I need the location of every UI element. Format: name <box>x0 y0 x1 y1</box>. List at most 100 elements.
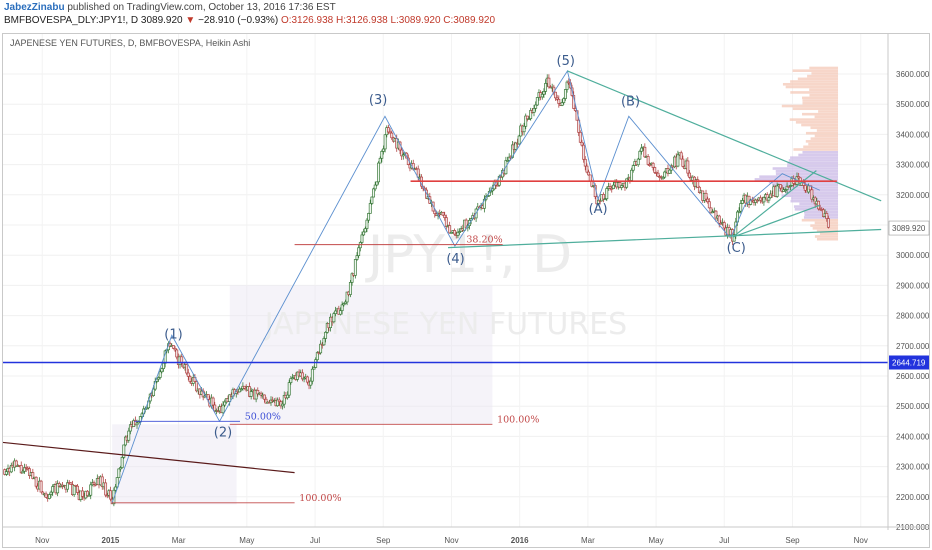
volume-profile-bar <box>808 142 839 146</box>
volume-profile-bar <box>814 235 839 238</box>
candle-body <box>367 213 371 221</box>
candle-body <box>221 404 225 414</box>
candle-body <box>444 217 448 227</box>
candle-body <box>696 179 700 188</box>
volume-profile-bar <box>794 208 839 211</box>
x-tick-label: Jul <box>719 536 729 545</box>
x-tick-label: Sep <box>376 536 391 545</box>
candle-body <box>115 477 119 488</box>
candle-body <box>175 349 179 358</box>
candle-body <box>739 203 743 212</box>
candle-body <box>643 146 647 158</box>
candle-body <box>597 199 600 205</box>
candle-body <box>620 185 624 188</box>
candle-body <box>305 376 309 383</box>
author-link[interactable]: JabezZinabu <box>4 2 65 13</box>
candle-body <box>514 142 518 150</box>
candle-body <box>507 156 511 161</box>
candle-body <box>625 178 629 188</box>
candle-body <box>362 231 366 236</box>
candle-body <box>39 480 43 493</box>
wave-label: (3) <box>369 93 387 108</box>
candle-body <box>31 472 35 479</box>
volume-profile-bar <box>803 216 839 219</box>
candle-body <box>583 158 587 167</box>
candle-body <box>119 467 122 470</box>
candle-body <box>168 343 172 347</box>
candle-body <box>456 231 460 236</box>
candle-body <box>535 97 539 106</box>
candle-body <box>618 182 622 188</box>
candle-body <box>72 484 76 496</box>
fib-level-label: 100.00% <box>299 493 341 504</box>
volume-profile-bar <box>818 110 839 113</box>
volume-profile-bar <box>781 104 839 108</box>
candle-body <box>355 255 359 260</box>
candle-body <box>737 210 741 213</box>
candle-body <box>722 222 726 229</box>
volume-profile-bar <box>789 118 839 121</box>
y-tick-label: 2500.000 <box>896 402 930 411</box>
volume-profile-bar <box>793 148 839 151</box>
elliott-wave-line <box>111 69 730 503</box>
candle-body <box>547 77 551 88</box>
candle-body <box>522 125 526 133</box>
x-tick-label: 2016 <box>511 536 529 545</box>
volume-profile-bar <box>814 115 839 119</box>
candle-body <box>433 210 437 215</box>
candle-body <box>74 484 78 487</box>
candle-body <box>89 484 93 496</box>
x-tick-label: Nov <box>854 536 868 545</box>
candle-body <box>707 201 711 209</box>
candle-body <box>648 164 652 166</box>
candle-body <box>324 331 328 339</box>
candle-body <box>388 131 392 134</box>
candle-body <box>138 416 142 423</box>
candle-body <box>264 398 268 404</box>
y-tick-label: 2900.000 <box>896 281 930 290</box>
candle-body <box>104 482 108 496</box>
volume-profile-bar <box>810 224 839 227</box>
candle-body <box>279 401 283 407</box>
trend-line-upper-channel <box>567 70 882 202</box>
candle-body <box>563 89 567 99</box>
candle-body <box>390 132 394 139</box>
candle-body <box>76 485 79 493</box>
candle-body <box>289 378 293 383</box>
volume-profile-bar <box>810 137 839 140</box>
volume-profile-bar <box>775 169 839 173</box>
candle-body <box>378 157 382 164</box>
candle-body <box>340 304 344 311</box>
candle-body <box>319 343 323 354</box>
candle-body <box>755 199 759 202</box>
candle-body <box>380 151 384 159</box>
volume-profile-bar <box>802 150 839 154</box>
candle-body <box>128 424 132 432</box>
volume-profile-bar <box>814 221 839 225</box>
candle-body <box>714 210 718 219</box>
candle-body <box>9 464 13 473</box>
candle-body <box>302 377 306 380</box>
candle-body <box>254 390 258 400</box>
candle-body <box>542 91 546 95</box>
axes: 2100.0002200.0002300.0002400.0002500.000… <box>3 34 930 545</box>
grid <box>3 34 888 528</box>
volume-profile-bar <box>801 123 839 127</box>
last-price: 3089.920 <box>140 15 183 26</box>
volume-profile-bar <box>816 129 839 132</box>
y-tick-label: 2800.000 <box>896 312 930 321</box>
candle-body <box>47 494 51 499</box>
candle-body <box>339 310 342 315</box>
volume-profile-bar <box>805 131 839 135</box>
candle-body <box>34 476 38 487</box>
candle-body <box>365 219 369 229</box>
candle-body <box>661 176 665 179</box>
y-tick-label: 2200.000 <box>896 493 930 502</box>
candle-body <box>342 303 346 306</box>
candle-body <box>23 467 27 472</box>
candle-body <box>646 156 650 165</box>
volume-profile-bar <box>809 66 839 70</box>
candle-body <box>825 213 829 219</box>
candle-body <box>300 372 304 380</box>
